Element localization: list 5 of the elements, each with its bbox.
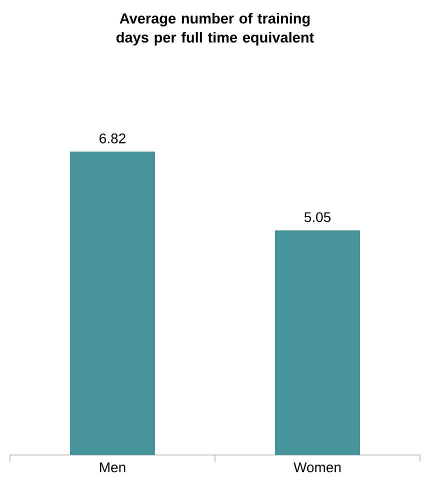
chart-title: Average number of training days per full time equivalent [116,12,314,46]
x-tick-label: Women [294,462,341,472]
data-label: 5.05 [304,212,331,222]
data-label: 6.82 [100,133,126,144]
x-tick-label: Men [100,462,126,472]
